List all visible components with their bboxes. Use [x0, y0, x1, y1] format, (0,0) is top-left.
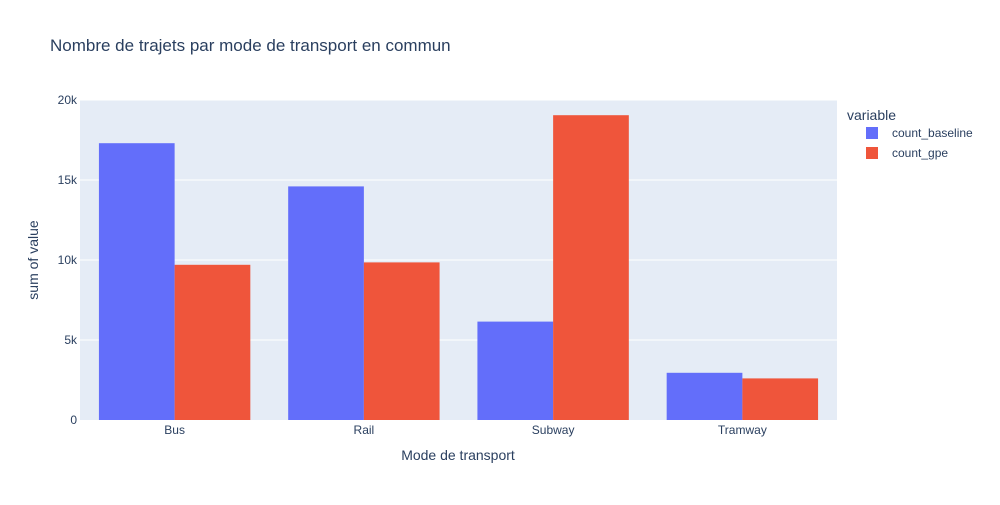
legend-label: count_gpe [892, 146, 948, 160]
x-tick-label: Bus [164, 423, 185, 437]
legend-item-count_gpe[interactable]: count_gpe [866, 146, 948, 160]
bar-count_baseline-bus[interactable] [98, 143, 175, 420]
x-axis-ticks: Bus Rail Subway Tramway [164, 423, 767, 437]
y-axis-ticks: 0 5k 10k 15k 20k [58, 93, 78, 427]
bars [98, 115, 819, 420]
bar-count_gpe-subway[interactable] [553, 115, 629, 420]
legend-item-count_baseline[interactable]: count_baseline [866, 126, 973, 140]
y-tick-label: 5k [64, 333, 78, 347]
legend-label: count_baseline [892, 126, 973, 140]
x-axis-title: Mode de transport [401, 447, 515, 463]
legend-items: count_baseline count_gpe [866, 126, 973, 160]
y-tick-label: 20k [58, 93, 78, 107]
y-axis-title: sum of value [25, 220, 41, 300]
bar-count_gpe-bus[interactable] [174, 264, 251, 420]
legend: variable count_baseline count_gpe [847, 107, 973, 160]
bar-count_baseline-subway[interactable] [477, 321, 554, 420]
legend-title: variable [847, 107, 896, 123]
x-tick-label: Subway [532, 423, 575, 437]
y-tick-label: 0 [70, 413, 77, 427]
y-tick-label: 10k [58, 253, 78, 267]
legend-swatch [866, 147, 878, 159]
x-tick-label: Rail [354, 423, 375, 437]
x-tick-label: Tramway [718, 423, 767, 437]
bar-count_gpe-tramway[interactable] [742, 378, 819, 420]
bar-count_baseline-tramway[interactable] [666, 372, 743, 420]
chart-title: Nombre de trajets par mode de transport … [50, 36, 451, 55]
legend-swatch [866, 127, 878, 139]
bar-count_baseline-rail[interactable] [288, 186, 364, 420]
y-tick-label: 15k [58, 173, 78, 187]
bar-count_gpe-rail[interactable] [363, 262, 440, 420]
